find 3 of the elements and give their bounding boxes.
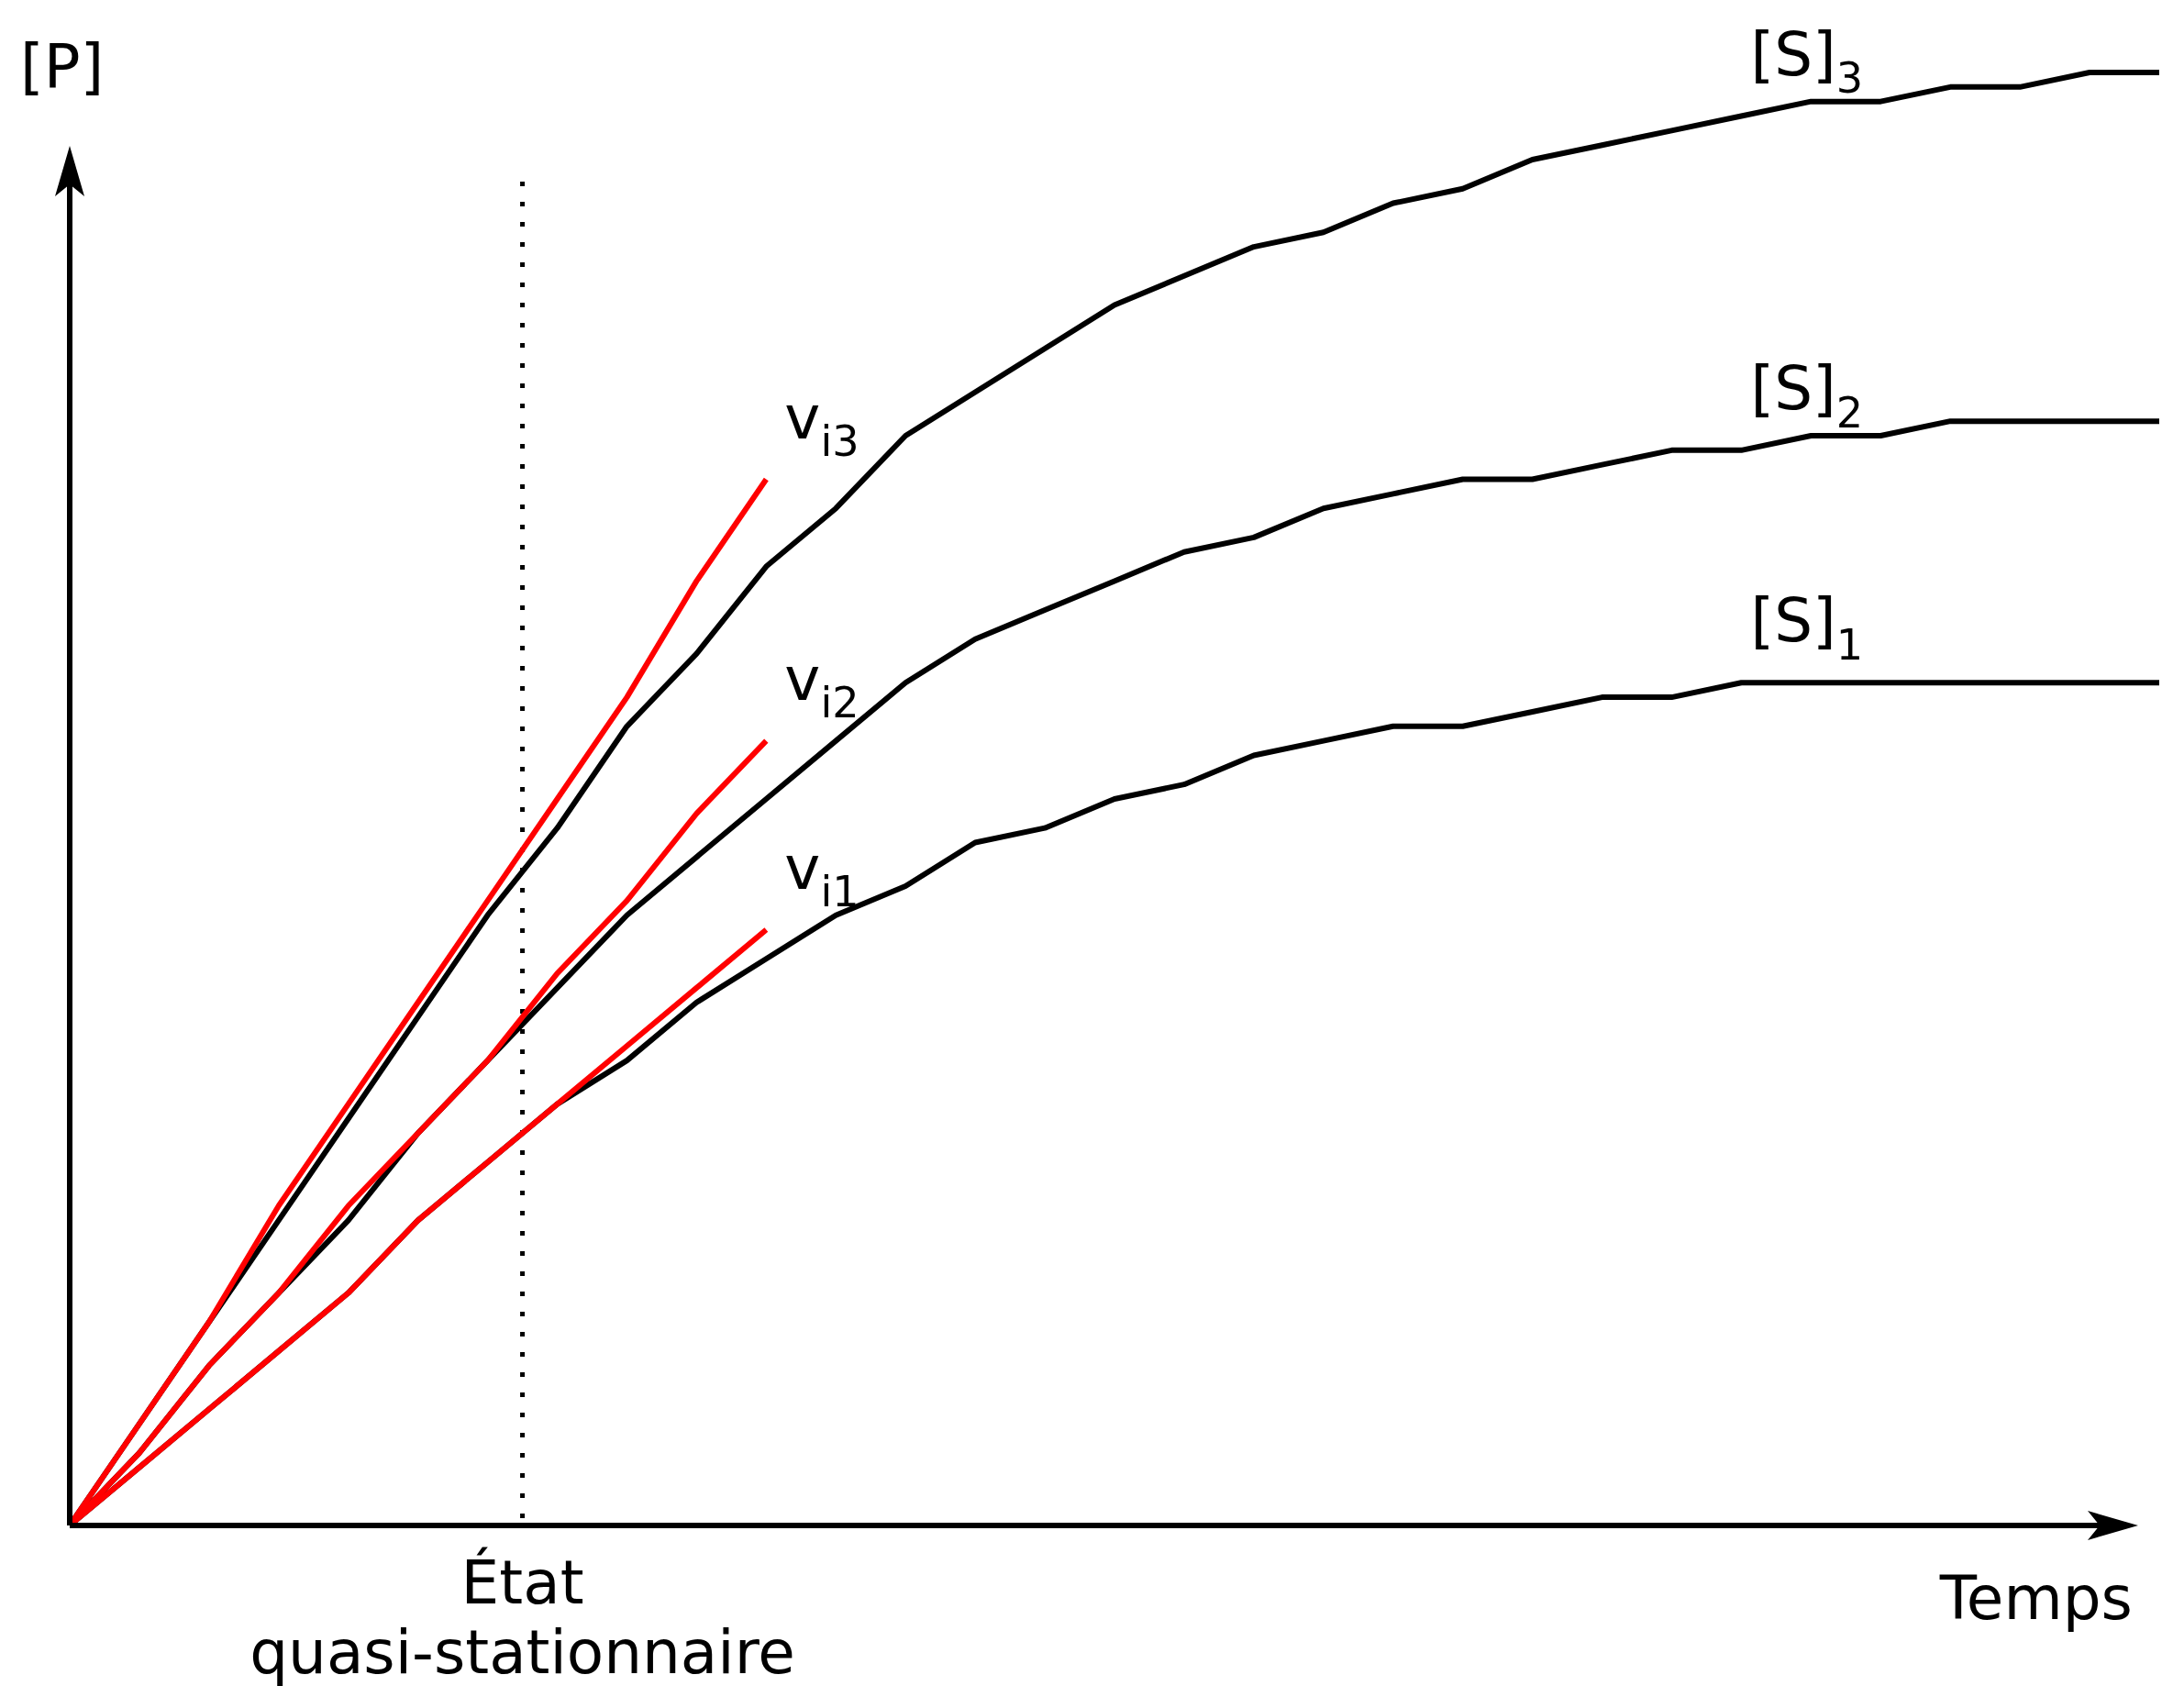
text: État quasi-stationnaire — [249, 1547, 795, 1686]
y-axis-title: [P] — [20, 31, 105, 102]
x-axis-title: Temps — [1938, 1563, 2133, 1634]
